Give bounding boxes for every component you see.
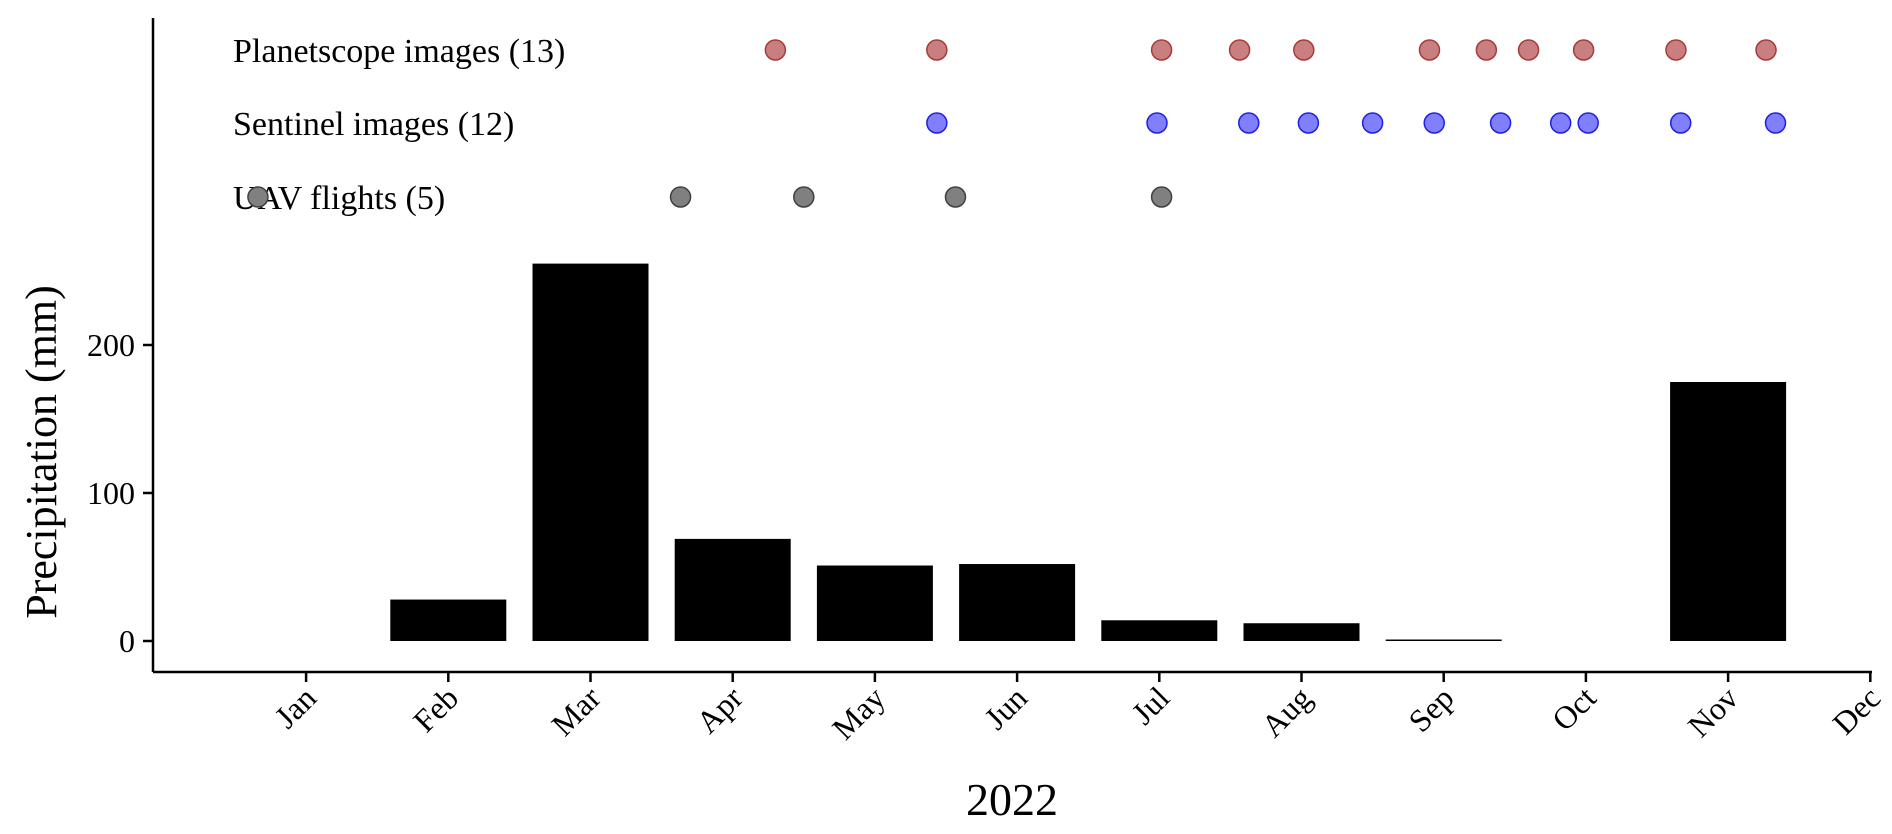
x-tick-label-oct: Oct xyxy=(1545,679,1603,737)
bar-series xyxy=(390,263,1787,641)
x-tick-label-feb: Feb xyxy=(406,679,465,738)
x-tick-label-jun: Jun xyxy=(977,679,1034,736)
event-marker xyxy=(1665,39,1687,61)
event-marker xyxy=(944,186,967,208)
bar-jun xyxy=(959,564,1076,641)
event-marker xyxy=(1755,39,1777,61)
event-marker xyxy=(1764,112,1787,134)
bar-nov xyxy=(1670,382,1787,641)
event-marker xyxy=(1293,39,1315,61)
event-marker xyxy=(1237,112,1260,134)
event-marker xyxy=(764,39,787,61)
y-tick-label: 200 xyxy=(87,327,135,363)
event-marker xyxy=(1489,112,1512,134)
x-tick-label-nov: Nov xyxy=(1681,679,1745,743)
event-marker xyxy=(1669,112,1692,134)
y-axis-label: Precipitation (mm) xyxy=(17,285,66,619)
x-tick-label-aug: Aug xyxy=(1254,679,1318,743)
x-axis-label: 2022 xyxy=(966,774,1058,825)
event-row-label: Planetscope images (13) xyxy=(233,33,565,70)
bar-jul xyxy=(1101,620,1218,641)
event-marker xyxy=(1418,39,1441,61)
event-marker xyxy=(1361,112,1384,134)
event-marker xyxy=(1577,112,1599,134)
event-timeline: Planetscope images (13) Sentinel images (… xyxy=(233,33,1787,217)
event-marker xyxy=(1572,39,1595,61)
event-marker xyxy=(1549,112,1572,134)
x-tick-label-may: May xyxy=(825,679,892,746)
y-ticks: 0 100 200 xyxy=(87,327,153,659)
event-marker xyxy=(793,186,815,208)
event-marker xyxy=(926,39,948,61)
event-marker xyxy=(1423,112,1445,134)
event-marker xyxy=(1150,186,1173,208)
y-tick-label: 0 xyxy=(119,623,135,659)
event-marker xyxy=(1150,39,1173,61)
x-tick-label-mar: Mar xyxy=(544,679,607,742)
event-marker xyxy=(1517,39,1540,61)
bar-sep xyxy=(1385,639,1502,641)
event-marker xyxy=(926,112,948,134)
x-tick-label-apr: Apr xyxy=(689,679,750,740)
x-tick-label-jul: Jul xyxy=(1124,679,1176,731)
event-marker xyxy=(1228,39,1251,61)
bar-feb xyxy=(390,599,507,641)
event-row-label: Sentinel images (12) xyxy=(233,106,514,143)
bar-aug xyxy=(1243,623,1360,641)
bar-apr xyxy=(674,538,791,641)
event-marker xyxy=(1297,112,1320,134)
bar-mar xyxy=(532,263,649,641)
event-marker xyxy=(669,186,692,208)
event-marker xyxy=(247,186,269,208)
x-tick-label-sep: Sep xyxy=(1401,679,1460,738)
x-tick-label-dec: Dec xyxy=(1825,679,1887,741)
y-tick-label: 100 xyxy=(87,475,135,511)
event-marker xyxy=(1146,112,1168,134)
event-marker xyxy=(1475,39,1498,61)
x-tick-label-jan: Jan xyxy=(267,679,323,735)
x-ticks: Jan Feb Mar Apr May Jun Jul Aug Sep Oct Nov Dec xyxy=(267,672,1887,746)
bar-may xyxy=(816,565,933,641)
